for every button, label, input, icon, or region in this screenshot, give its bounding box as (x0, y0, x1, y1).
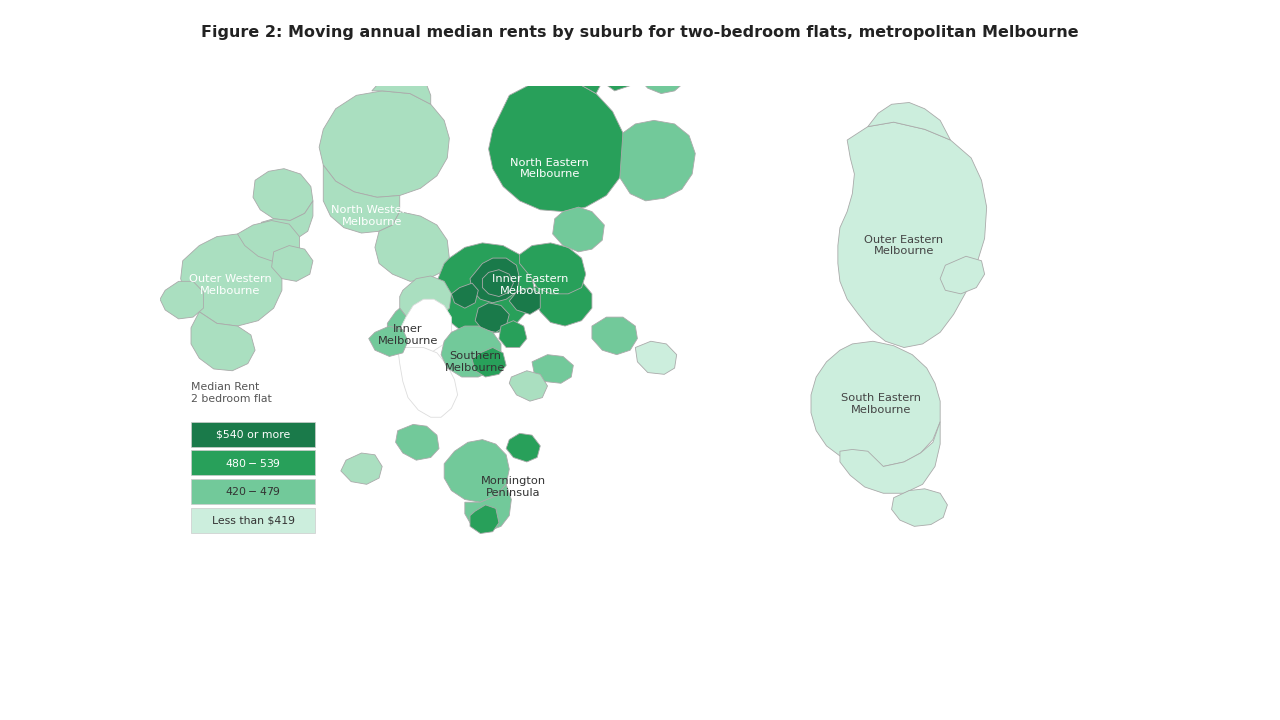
Text: Inner Eastern
Melbourne: Inner Eastern Melbourne (492, 274, 568, 296)
FancyBboxPatch shape (191, 508, 315, 533)
Polygon shape (532, 61, 603, 94)
Polygon shape (271, 246, 312, 282)
Text: Median Rent
2 bedroom flat: Median Rent 2 bedroom flat (191, 382, 271, 404)
Text: $540 or more: $540 or more (216, 429, 291, 439)
Polygon shape (470, 505, 499, 534)
Text: Inner
Melbourne: Inner Melbourne (378, 324, 438, 346)
Polygon shape (576, 46, 637, 91)
Polygon shape (470, 258, 520, 303)
Polygon shape (840, 422, 941, 493)
Text: Outer Eastern
Melbourne: Outer Eastern Melbourne (864, 235, 943, 256)
Polygon shape (398, 348, 458, 418)
FancyBboxPatch shape (191, 479, 315, 504)
Polygon shape (465, 485, 511, 531)
Polygon shape (340, 453, 383, 485)
Text: $420 - $479: $420 - $479 (225, 485, 282, 498)
Text: South Eastern
Melbourne: South Eastern Melbourne (841, 393, 922, 415)
Polygon shape (520, 243, 586, 294)
Polygon shape (191, 312, 255, 371)
Text: Outer Western
Melbourne: Outer Western Melbourne (189, 274, 271, 296)
Polygon shape (838, 122, 987, 348)
Text: Mornington
Peninsula: Mornington Peninsula (481, 476, 547, 498)
Polygon shape (509, 287, 540, 315)
Polygon shape (396, 424, 439, 460)
Polygon shape (160, 282, 204, 319)
Polygon shape (506, 433, 540, 462)
Polygon shape (398, 300, 452, 353)
FancyBboxPatch shape (191, 450, 315, 475)
Polygon shape (868, 102, 951, 140)
Polygon shape (444, 440, 509, 503)
Polygon shape (532, 355, 573, 383)
Polygon shape (472, 348, 506, 377)
Text: North Eastern
Melbourne: North Eastern Melbourne (511, 158, 589, 179)
Polygon shape (452, 283, 479, 308)
Polygon shape (261, 201, 312, 242)
Polygon shape (238, 220, 300, 261)
Polygon shape (436, 243, 534, 335)
Polygon shape (635, 341, 677, 374)
Text: North Western
Melbourne: North Western Melbourne (330, 205, 413, 227)
Polygon shape (369, 326, 408, 356)
Polygon shape (591, 317, 637, 355)
Polygon shape (253, 168, 312, 220)
Polygon shape (180, 234, 282, 326)
Polygon shape (388, 308, 431, 353)
Polygon shape (941, 256, 984, 294)
Polygon shape (620, 120, 695, 201)
Text: Figure 2: Moving annual median rents by suburb for two-bedroom flats, metropolit: Figure 2: Moving annual median rents by … (201, 25, 1079, 40)
Polygon shape (375, 212, 449, 282)
Polygon shape (399, 276, 452, 323)
Polygon shape (371, 73, 431, 104)
Polygon shape (892, 489, 947, 526)
Text: $480 - $539: $480 - $539 (225, 457, 282, 469)
Text: Less than $419: Less than $419 (211, 515, 294, 525)
Polygon shape (475, 303, 509, 333)
Polygon shape (319, 91, 449, 197)
Polygon shape (489, 79, 625, 212)
Polygon shape (553, 207, 604, 252)
Polygon shape (483, 270, 513, 297)
Text: Southern
Melbourne: Southern Melbourne (445, 351, 506, 373)
Polygon shape (634, 55, 685, 94)
FancyBboxPatch shape (191, 422, 315, 446)
Polygon shape (812, 341, 941, 467)
Polygon shape (499, 320, 527, 348)
Polygon shape (534, 276, 591, 326)
Polygon shape (324, 165, 399, 233)
Polygon shape (509, 371, 548, 401)
Polygon shape (442, 326, 500, 377)
